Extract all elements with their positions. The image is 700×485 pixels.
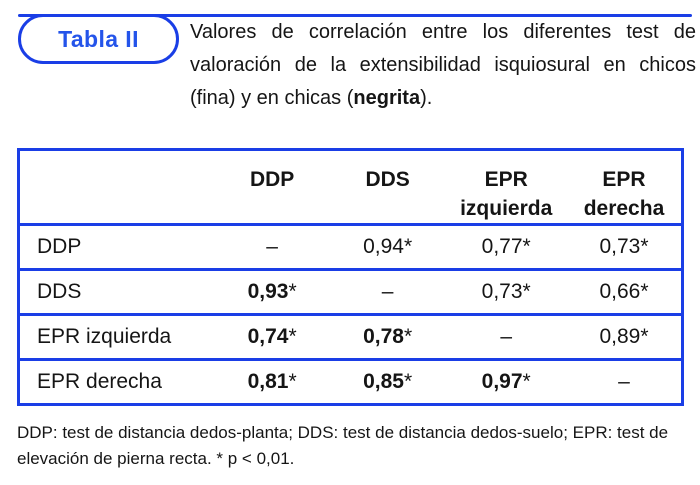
correlation-cell: – — [445, 315, 567, 360]
caption-text-bold: negrita — [353, 87, 421, 109]
significance-star: * — [640, 280, 649, 303]
caption-text-end: ). — [420, 87, 433, 109]
significance-star: * — [522, 235, 531, 258]
cell-value: – — [618, 370, 630, 393]
row-header-epr-izquierda: EPR izquierda — [37, 325, 172, 348]
cell-value: 0,97 — [481, 370, 523, 393]
correlation-cell: 0,81* — [214, 360, 330, 405]
significance-star: * — [640, 235, 649, 258]
cell-value: 0,93 — [247, 280, 289, 303]
header-rule — [18, 14, 692, 17]
correlation-cell: 0,73* — [445, 270, 567, 315]
cell-value: 0,81 — [247, 370, 289, 393]
significance-star: * — [522, 280, 531, 303]
significance-star: * — [640, 325, 649, 348]
column-header-dds: DDS — [365, 168, 410, 191]
cell-value: 0,73 — [481, 280, 523, 303]
cell-value: 0,77 — [481, 235, 523, 258]
correlation-cell: 0,78* — [330, 315, 446, 360]
correlation-cell: 0,97* — [445, 360, 567, 405]
column-header-epr-izquierda: EPR izquierda — [460, 168, 553, 220]
correlation-cell: 0,93* — [214, 270, 330, 315]
correlation-cell: – — [330, 270, 446, 315]
significance-star: * — [403, 325, 413, 348]
significance-star: * — [288, 280, 297, 303]
correlation-cell: – — [214, 225, 330, 270]
correlation-table: DDP DDS EPR izquierda EPR derecha DDP – … — [17, 148, 684, 406]
table-caption: Valores de correlación entre los diferen… — [190, 16, 696, 115]
table-label: Tabla II — [58, 25, 139, 52]
significance-star: * — [403, 370, 413, 393]
table-row: DDS 0,93* – 0,73* 0,66* — [18, 269, 683, 315]
correlation-cell: 0,77* — [445, 225, 567, 270]
correlation-cell: – — [567, 360, 683, 405]
cell-value: – — [381, 280, 394, 303]
significance-star: * — [288, 325, 297, 348]
significance-star: * — [522, 370, 531, 393]
correlation-cell: 0,66* — [567, 270, 683, 315]
correlation-cell: 0,74* — [214, 315, 330, 360]
significance-star: * — [288, 370, 297, 393]
cell-value: 0,85 — [363, 370, 404, 393]
cell-value: 0,66 — [599, 280, 641, 303]
table-footnote: DDP: test de distancia dedos-planta; DDS… — [17, 423, 669, 468]
row-header-dds: DDS — [37, 280, 82, 303]
table-row: EPR derecha 0,81* 0,85* 0,97* – — [18, 359, 683, 405]
caption-text: Valores de correlación entre los diferen… — [190, 21, 696, 109]
row-header-ddp: DDP — [37, 235, 82, 258]
column-header-empty — [19, 150, 215, 225]
column-header-epr-derecha: EPR derecha — [583, 168, 665, 220]
correlation-cell: 0,73* — [567, 225, 683, 270]
table-row: EPR izquierda 0,74* 0,78* – 0,89* — [18, 314, 683, 360]
column-header-ddp: DDP — [249, 168, 295, 191]
cell-value: 0,74 — [247, 325, 289, 348]
cell-value: 0,89 — [599, 325, 641, 348]
cell-value: 0,78 — [363, 325, 404, 348]
table-header-row: DDP DDS EPR izquierda EPR derecha — [19, 150, 683, 225]
correlation-cell: 0,85* — [330, 360, 446, 405]
correlation-cell: 0,94* — [330, 225, 446, 270]
cell-value: 0,73 — [599, 235, 641, 258]
table-row: DDP – 0,94* 0,77* 0,73* — [18, 224, 683, 270]
correlation-cell: 0,89* — [567, 315, 683, 360]
cell-value: 0,94 — [363, 235, 404, 258]
row-header-epr-derecha: EPR derecha — [37, 370, 162, 393]
significance-star: * — [403, 235, 413, 258]
cell-value: – — [266, 235, 278, 258]
table-label-pill: Tabla II — [18, 14, 179, 64]
cell-value: – — [500, 325, 513, 348]
